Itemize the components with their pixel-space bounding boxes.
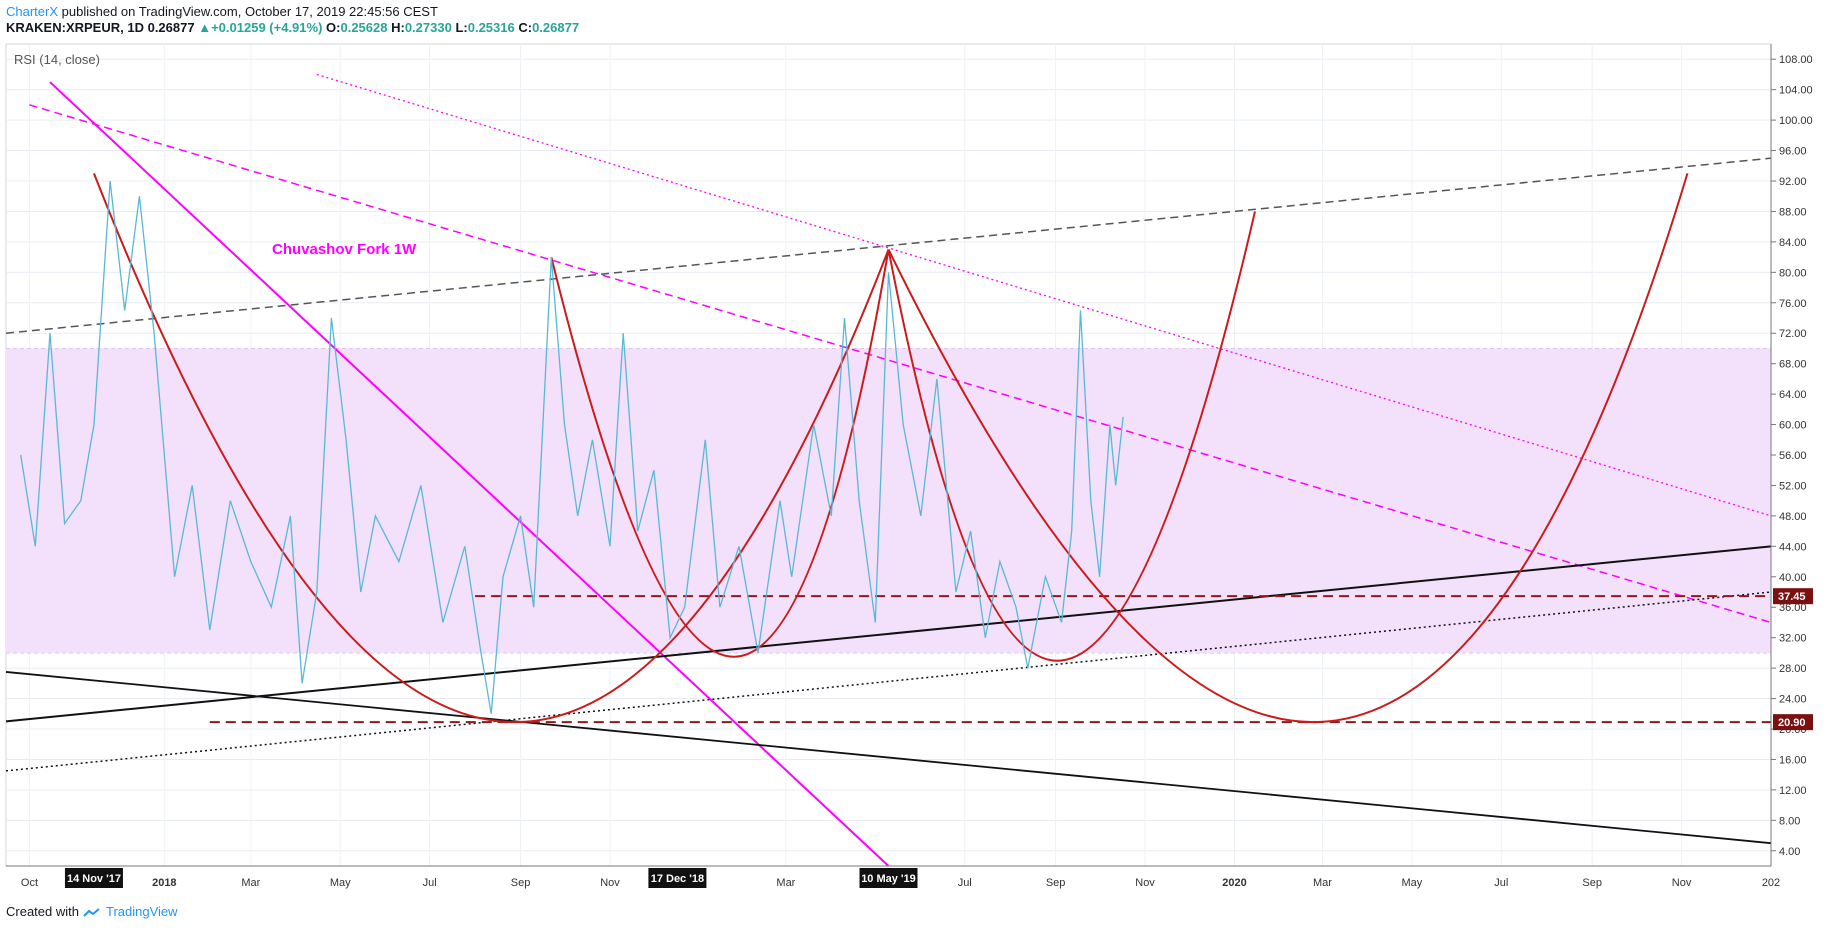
y-tick-label: 68.00 (1779, 359, 1807, 371)
fork-annotation: Chuvashov Fork 1W (272, 241, 417, 258)
created-with-text: Created with (6, 904, 79, 919)
open-label: O: (326, 20, 341, 35)
date-badge-label: 14 Nov '17 (67, 873, 121, 885)
y-tick-label: 44.00 (1779, 541, 1807, 553)
x-tick-label: Mar (241, 877, 260, 889)
y-tick-label: 52.00 (1779, 480, 1807, 492)
y-tick-label: 16.00 (1779, 754, 1807, 766)
change-value: +0.01259 (+4.91%) (211, 20, 323, 35)
y-tick-label: 88.00 (1779, 206, 1807, 218)
up-arrow-icon: ▲ (198, 20, 212, 35)
tradingview-logo-icon (82, 907, 100, 917)
y-tick-label: 28.00 (1779, 663, 1807, 675)
x-tick-label: Jul (958, 877, 972, 889)
x-tick-label: Mar (1313, 877, 1332, 889)
y-tick-label: 48.00 (1779, 511, 1807, 523)
x-tick-label: 202 (1762, 877, 1780, 889)
open-value: 0.25628 (340, 20, 388, 35)
close-value: 0.26877 (532, 20, 580, 35)
fork-arc-4 (887, 173, 1689, 724)
y-tick-label: 80.00 (1779, 267, 1807, 279)
date-badge (648, 868, 707, 888)
y-tick-label: 64.00 (1779, 389, 1807, 401)
drawings (5, 73, 1772, 867)
y-tick-label: 76.00 (1779, 298, 1807, 310)
high-label: H: (391, 20, 405, 35)
high-value: 0.27330 (404, 20, 452, 35)
level-badge-label: 20.90 (1778, 717, 1806, 729)
rsi-line (20, 180, 1124, 714)
x-tick-label: Jul (423, 877, 437, 889)
trendline-magenta-dotted (316, 73, 1772, 517)
y-tick-label: 24.00 (1779, 694, 1807, 706)
y-axis-ticks: 108.00 104.00 100.00 96.00 92.00 88.00 84.00 80… (1771, 54, 1813, 858)
x-tick-label: Sep (511, 877, 531, 889)
x-tick-label: May (1401, 877, 1422, 889)
y-tick-label: 4.00 (1779, 846, 1800, 858)
y-tick-label: 8.00 (1779, 815, 1800, 827)
trendline-support-black (5, 545, 1772, 723)
trendline-lower-black (5, 671, 1772, 845)
x-axis-ticks: Oct 2018 Mar May Jul Sep Nov Mar Jul Sep Nov 2020 Ma… (6, 44, 1780, 889)
x-tick-label: 2020 (1222, 877, 1246, 889)
y-tick-label: 40.00 (1779, 572, 1807, 584)
x-tick-label: May (330, 877, 351, 889)
tradingview-link[interactable]: TradingView (106, 904, 178, 919)
fork-arc-1 (93, 173, 890, 724)
rsi-band (6, 348, 1771, 653)
ohlc-line: KRAKEN:XRPEUR, 1D 0.26877 ▲+0.01259 (+4.… (6, 20, 579, 36)
footer: Created with TradingView (6, 904, 178, 919)
low-label: L: (455, 20, 468, 35)
badges: 14 Nov '17 17 Dec '18 10 May '19 37.45 20.90 (64, 588, 1813, 888)
low-value: 0.25316 (467, 20, 515, 35)
y-tick-label: 108.00 (1779, 54, 1813, 66)
y-tick-label: 100.00 (1779, 115, 1813, 127)
x-tick-label: Nov (600, 877, 620, 889)
y-tick-label: 32.00 (1779, 633, 1807, 645)
date-badge-label: 17 Dec '18 (651, 873, 704, 885)
trendline-magenta-dashed (29, 104, 1772, 624)
y-tick-label: 72.00 (1779, 328, 1807, 340)
y-tick-label: 84.00 (1779, 237, 1807, 249)
author-link[interactable]: CharterX (6, 4, 59, 19)
y-tick-label: 12.00 (1779, 785, 1807, 797)
y-tick-label: 96.00 (1779, 146, 1807, 158)
chart-header: CharterX published on TradingView.com, O… (6, 4, 579, 36)
publish-line: CharterX published on TradingView.com, O… (6, 4, 579, 20)
y-tick-label: 36.00 (1779, 602, 1807, 614)
date-badge-label: 10 May '19 (861, 873, 916, 885)
published-text: published on TradingView.com, October 17… (58, 4, 438, 19)
close-label: C: (518, 20, 533, 35)
x-tick-label: Oct (21, 877, 38, 889)
level-badge (1773, 588, 1813, 605)
level-badge-label: 37.45 (1778, 591, 1806, 603)
date-badge (859, 868, 918, 888)
symbol-label[interactable]: KRAKEN:XRPEUR, 1D (6, 20, 144, 35)
x-tick-label: 2018 (152, 877, 176, 889)
trendline-dotted-black (5, 591, 1772, 772)
indicator-label[interactable]: RSI (14, close) (14, 52, 100, 67)
y-tick-label: 60.00 (1779, 420, 1807, 432)
last-price: 0.26877 (147, 20, 195, 35)
fork-arc-2 (550, 249, 890, 658)
y-tick-label: 92.00 (1779, 176, 1807, 188)
x-tick-label: Sep (1582, 877, 1602, 889)
level-badge (1773, 714, 1813, 731)
x-tick-label: Jul (1494, 877, 1508, 889)
trendline-magenta-solid (49, 81, 890, 867)
trendline-upper-gray (5, 157, 1772, 334)
x-tick-label: Sep (1046, 877, 1066, 889)
x-tick-label: Nov (1672, 877, 1692, 889)
date-badge (64, 868, 123, 888)
x-tick-label: Mar (776, 877, 795, 889)
y-tick-label: 56.00 (1779, 450, 1807, 462)
x-tick-label: Nov (1135, 877, 1155, 889)
fork-arc-3 (887, 211, 1256, 662)
y-tick-label: 104.00 (1779, 85, 1813, 97)
